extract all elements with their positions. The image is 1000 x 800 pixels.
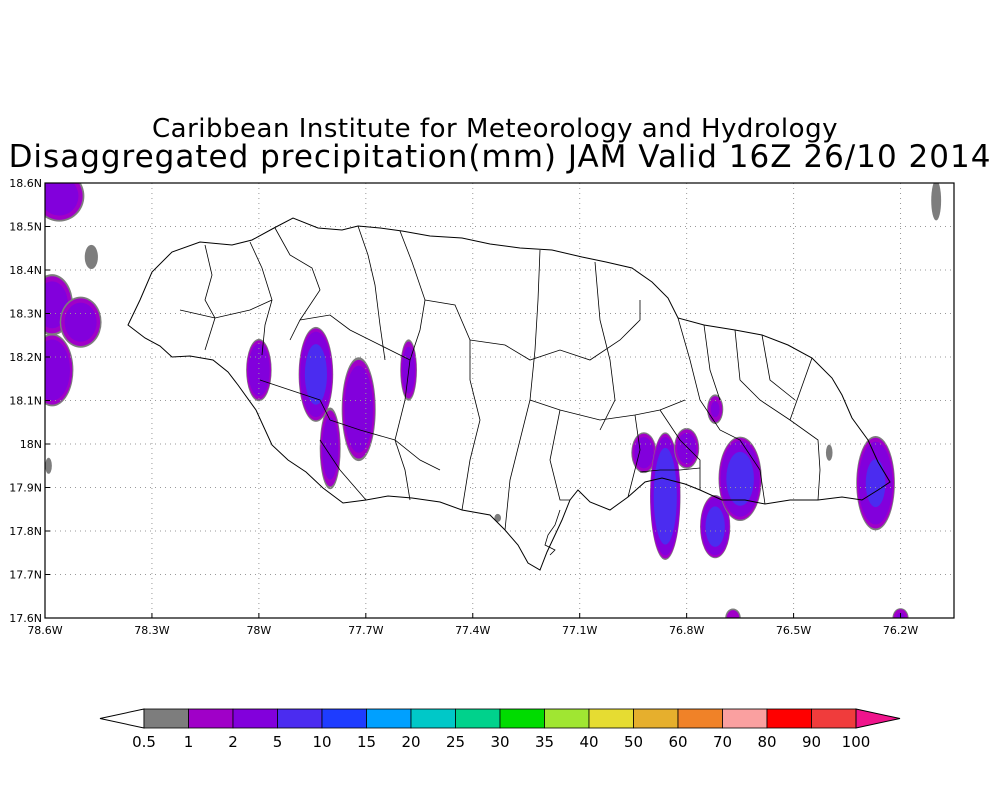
colorbar-label: 25 [446, 733, 465, 751]
precip-contour [344, 365, 373, 453]
precip-cell [45, 333, 74, 407]
colorbar-high-triangle [855, 708, 901, 729]
colorbar-swatch [366, 708, 412, 729]
precip-contour [825, 444, 833, 461]
colorbar-label: 20 [401, 733, 420, 751]
lon-tick-label: 77.4W [455, 624, 490, 637]
precip-contour [726, 451, 754, 506]
colorbar-low-triangle [99, 708, 145, 729]
precip-cell [246, 338, 272, 402]
jamaica-outline [127, 217, 891, 571]
precip-contour [710, 401, 720, 418]
colorbar-swatch [633, 708, 679, 729]
precip-cell [725, 608, 741, 618]
precip-contour [705, 506, 725, 547]
lat-tick-label: 18.1N [9, 395, 42, 408]
lat-tick-label: 18.2N [9, 351, 42, 364]
precip-contour [322, 417, 339, 480]
lon-tick-label: 78.3W [134, 624, 169, 637]
lat-tick-label: 17.7N [9, 569, 42, 582]
lat-tick-label: 17.9N [9, 482, 42, 495]
precip-cell [319, 407, 341, 490]
precip-cell [59, 296, 102, 348]
lon-tick-label: 78.6W [27, 624, 62, 637]
colorbar-swatch [455, 708, 501, 729]
lon-tick-label: 77.7W [348, 624, 383, 637]
precip-cell [341, 357, 376, 462]
precip-cell [700, 494, 731, 559]
colorbar-swatch [232, 708, 278, 729]
colorbar-swatch [811, 708, 857, 729]
colorbar-label: 0.5 [132, 733, 156, 751]
lat-tick-label: 18N [20, 438, 42, 451]
lat-tick-label: 18.3N [9, 308, 42, 321]
precip-contour [653, 447, 677, 545]
colorbar-label: 10 [312, 733, 331, 751]
title-institute: Caribbean Institute for Meteorology and … [152, 114, 838, 144]
colorbar-label: 30 [490, 733, 509, 751]
colorbar-label: 80 [757, 733, 776, 751]
precip-contour [45, 183, 79, 216]
precip-contour [931, 183, 942, 221]
lon-tick-label: 76.5W [776, 624, 811, 637]
colorbar-label: 15 [357, 733, 376, 751]
precip-contour [494, 513, 502, 522]
colorbar-swatch [499, 708, 545, 729]
colorbar-swatch [410, 708, 456, 729]
colorbar-label: 40 [579, 733, 598, 751]
kingston-harbour [544, 467, 701, 556]
precip-contour [45, 457, 52, 474]
colorbar-swatch [544, 708, 590, 729]
map-frame [44, 182, 955, 619]
precip-cell [718, 436, 762, 522]
colorbar-label: 2 [228, 733, 238, 751]
colorbar-swatch [143, 708, 189, 729]
colorbar-label: 1 [184, 733, 194, 751]
precip-cell [825, 444, 833, 461]
jamaica-coastline [127, 217, 891, 571]
colorbar-label: 70 [713, 733, 732, 751]
colorbar-label: 50 [624, 733, 643, 751]
axis-tick-labels: 78.6W 78.3W 78W 77.7W 77.4W 77.1W 76.8W 76.5W 76… [9, 177, 918, 637]
lat-tick-label: 18.4N [9, 264, 42, 277]
colorbar-swatch [588, 708, 634, 729]
colorbar-label: 90 [802, 733, 821, 751]
colorbar-swatch [188, 708, 234, 729]
lat-tick-label: 18.5N [9, 221, 42, 234]
lat-tick-label: 17.6N [9, 612, 42, 625]
precip-cell [856, 435, 895, 531]
precip-cell [84, 244, 98, 270]
colorbar-swatch [766, 708, 812, 729]
lon-tick-label: 78W [246, 624, 271, 637]
lon-tick-label: 77.1W [562, 624, 597, 637]
colorbar-label: 100 [842, 733, 871, 751]
colorbar-swatch [677, 708, 723, 729]
precip-contour [64, 302, 97, 342]
precip-contour [84, 244, 98, 270]
colorbar-label: 5 [273, 733, 283, 751]
lat-tick-label: 18.6N [9, 177, 42, 190]
precip-cell [631, 432, 657, 474]
colorbar-label: 60 [668, 733, 687, 751]
precip-cell [931, 183, 942, 221]
colorbar-swatch [321, 708, 367, 729]
parish-boundaries [179, 225, 821, 531]
precip-cell [45, 183, 85, 222]
lat-tick-label: 17.8N [9, 525, 42, 538]
colorbar-swatch [722, 708, 768, 729]
precip-contour [248, 343, 270, 397]
precip-cell [494, 513, 502, 522]
colorbar-label: 35 [535, 733, 554, 751]
lon-tick-label: 76.8W [669, 624, 704, 637]
lon-tick-label: 76.2W [883, 624, 918, 637]
precip-contour [726, 610, 740, 618]
title-product: Disaggregated precipitation(mm) JAM Vali… [8, 139, 992, 175]
precip-cell [45, 457, 52, 474]
colorbar-swatch [277, 708, 323, 729]
precip-contour [45, 339, 70, 401]
precip-cell [650, 432, 681, 561]
precip-contour [304, 344, 327, 405]
